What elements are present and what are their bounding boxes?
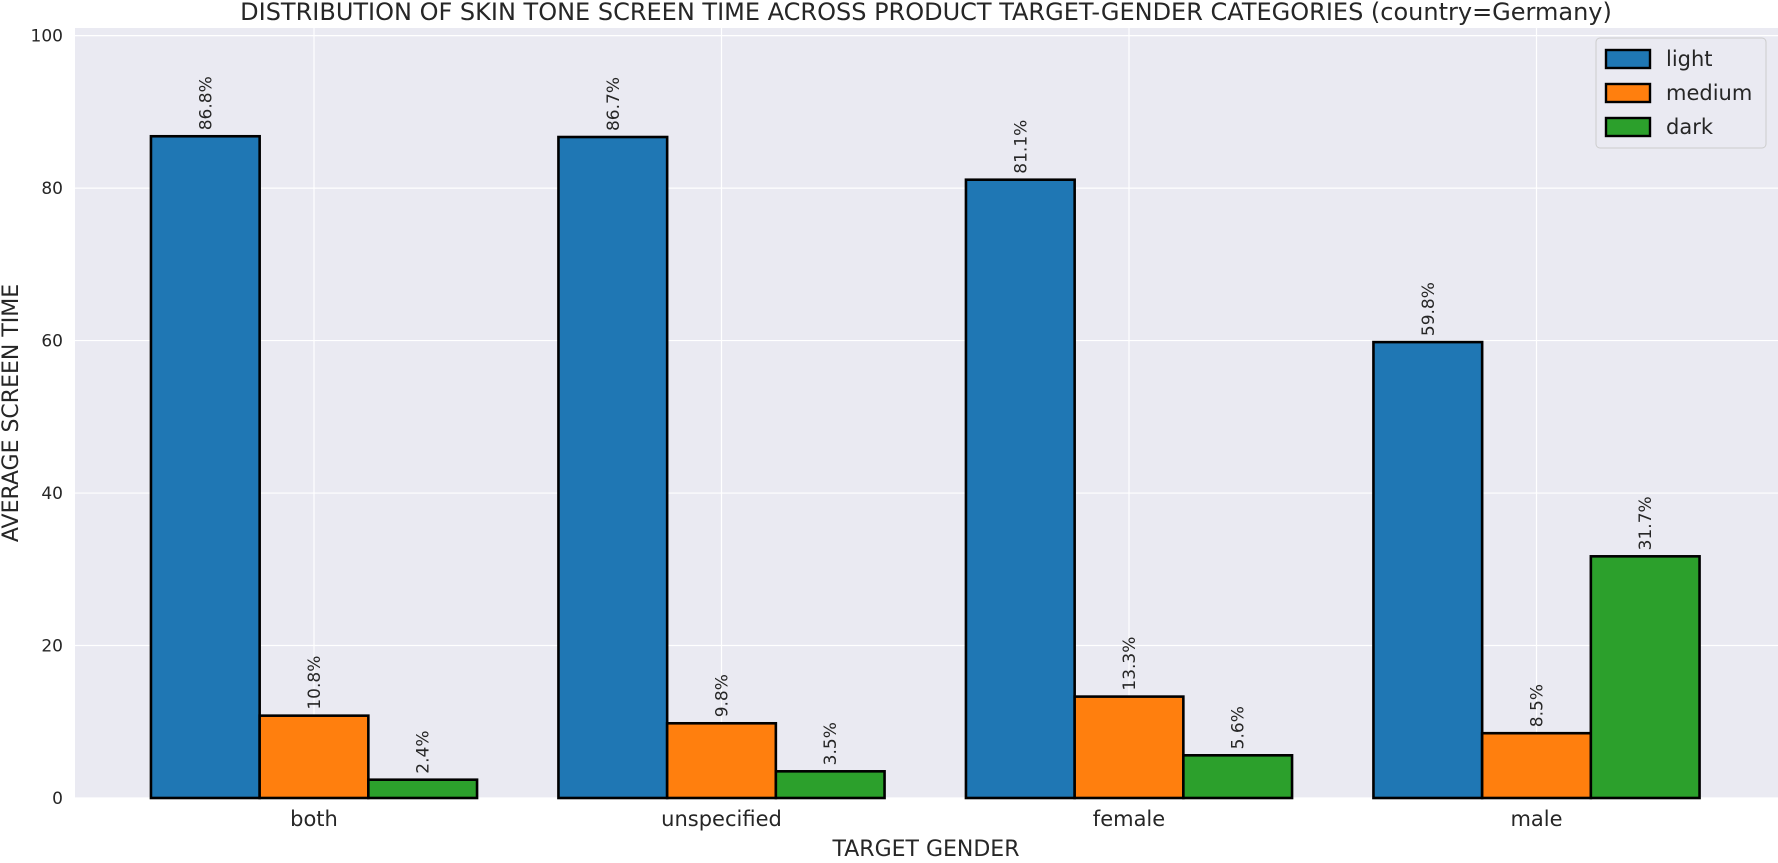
x-tick-label: unspecified xyxy=(661,807,782,831)
value-label: 8.5% xyxy=(1528,684,1548,727)
x-axis-label: TARGET GENDER xyxy=(832,837,1020,859)
bar-dark-male xyxy=(1589,555,1701,800)
value-label: 86.8% xyxy=(196,76,216,130)
x-tick-label: both xyxy=(290,807,338,831)
x-tick-label: male xyxy=(1510,807,1562,831)
value-label: 86.7% xyxy=(604,77,624,131)
chart-title: DISTRIBUTION OF SKIN TONE SCREEN TIME AC… xyxy=(240,0,1612,26)
legend-label-medium: medium xyxy=(1666,81,1752,105)
value-label: 59.8% xyxy=(1419,282,1439,336)
y-tick-label: 40 xyxy=(41,484,63,504)
legend-swatch-dark xyxy=(1604,116,1652,138)
y-axis-ticks: 0 20 40 60 80 100 xyxy=(31,27,63,809)
legend-swatch-medium xyxy=(1604,82,1652,104)
bar-medium-male xyxy=(1480,731,1593,800)
grid-lines xyxy=(75,28,1778,799)
bar-light-unspecified xyxy=(557,135,669,800)
value-label: 10.8% xyxy=(305,656,325,710)
value-label: 5.6% xyxy=(1229,706,1249,749)
value-label: 9.8% xyxy=(713,674,733,717)
value-label: 31.7% xyxy=(1636,496,1656,550)
bar-medium-both xyxy=(258,714,370,800)
x-axis-ticks: both unspecified female male xyxy=(290,807,1562,831)
bar-light-female xyxy=(964,178,1076,800)
y-tick-label: 0 xyxy=(52,789,63,809)
legend: light medium dark xyxy=(1595,37,1767,149)
y-tick-label: 60 xyxy=(41,332,63,352)
bar-dark-female xyxy=(1182,754,1294,800)
legend-swatch-light xyxy=(1604,48,1652,70)
value-label: 3.5% xyxy=(821,722,841,765)
bars xyxy=(149,134,1701,800)
bar-dark-unspecified xyxy=(774,770,886,800)
value-label: 2.4% xyxy=(414,730,434,773)
bar-medium-unspecified xyxy=(665,721,778,800)
value-labels: 86.8% 86.7% 81.1% 59.8% 10.8% 9.8% 13.3% 8.5% 2.… xyxy=(196,76,1656,773)
x-tick-label: female xyxy=(1093,807,1165,831)
bar-medium-female xyxy=(1073,695,1185,800)
bar-light-both xyxy=(149,134,261,800)
y-axis-label: AVERAGE SCREEN TIME xyxy=(0,284,24,542)
bar-dark-both xyxy=(367,778,479,800)
plot-background xyxy=(75,28,1778,798)
value-label: 13.3% xyxy=(1120,637,1140,691)
legend-label-light: light xyxy=(1666,47,1713,71)
bar-light-male xyxy=(1372,340,1484,800)
y-tick-label: 80 xyxy=(41,179,63,199)
value-label: 81.1% xyxy=(1011,120,1031,174)
y-tick-label: 20 xyxy=(41,637,63,657)
y-tick-label: 100 xyxy=(31,27,63,47)
legend-label-dark: dark xyxy=(1666,115,1714,139)
